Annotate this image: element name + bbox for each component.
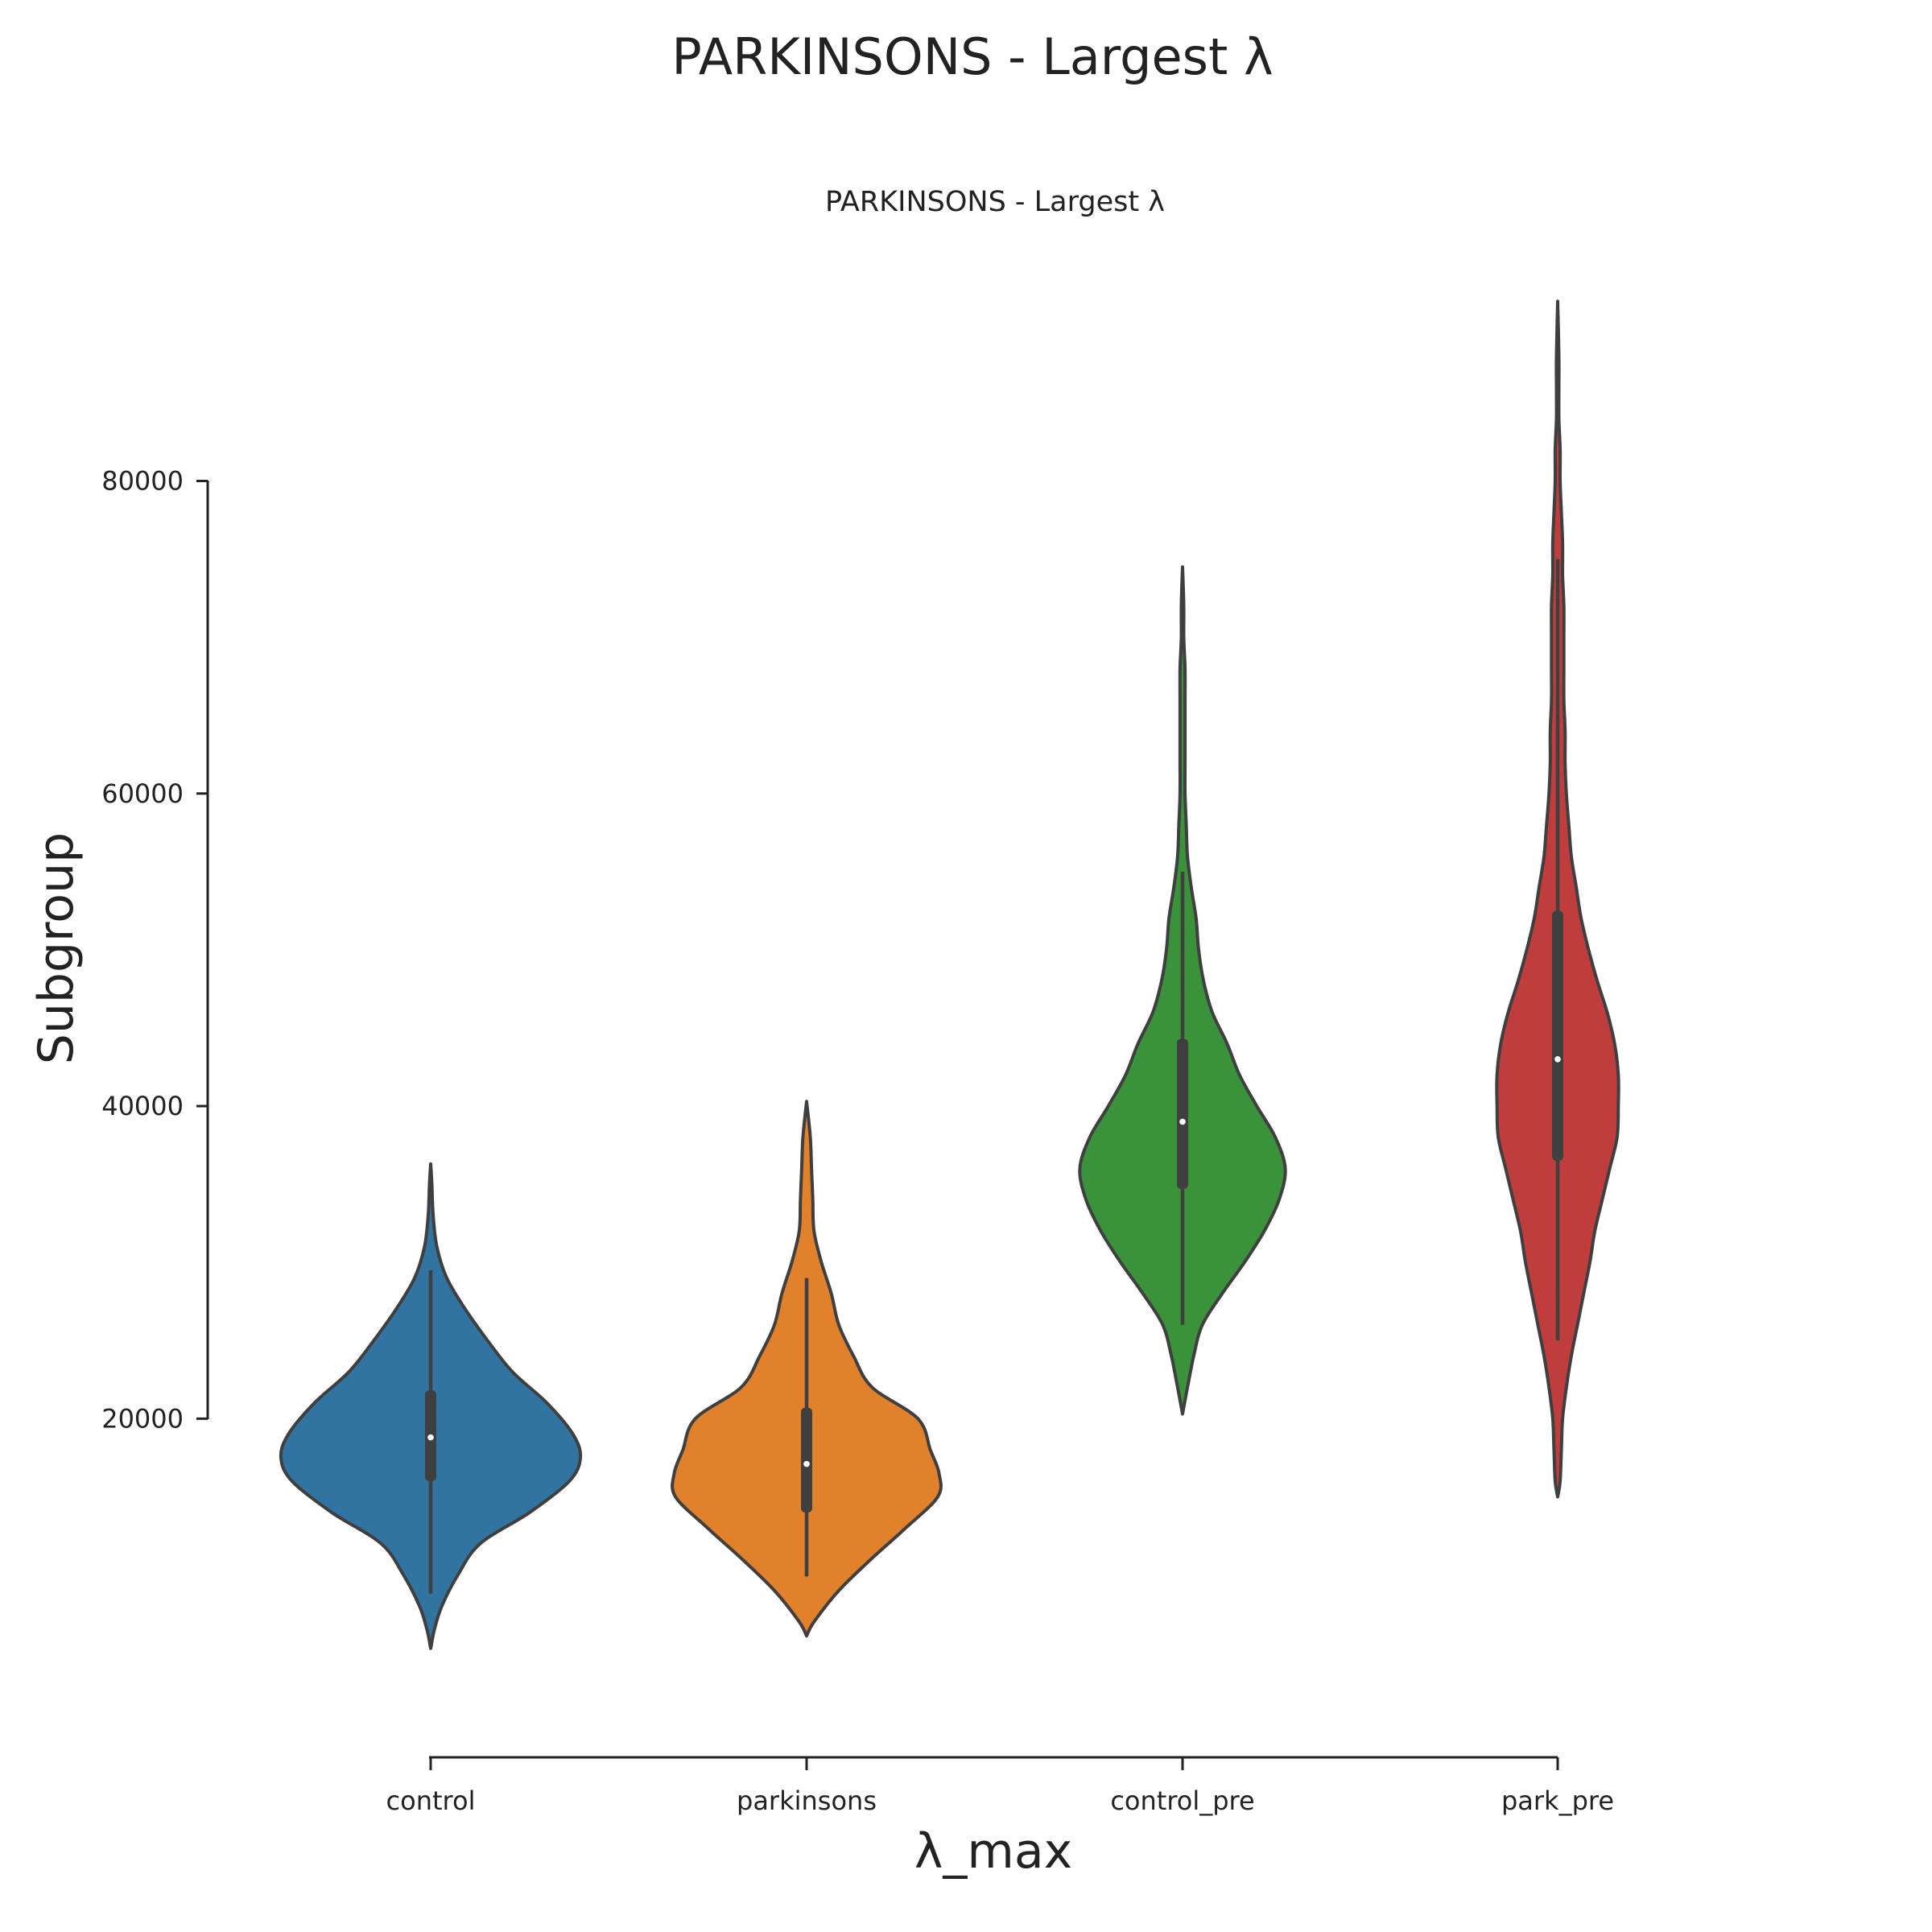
x-tick-label: parkinsons xyxy=(737,1785,877,1816)
x-axis-label: λ_max xyxy=(914,1823,1072,1880)
y-tick-label: 20000 xyxy=(101,1403,184,1434)
chart-title: PARKINSONS - Largest λ xyxy=(825,186,1165,218)
violin-control xyxy=(279,1162,583,1650)
y-axis-label: Subgroup xyxy=(28,832,85,1064)
violin-group xyxy=(279,299,1620,1650)
x-tick-label: park_pre xyxy=(1501,1785,1614,1816)
x-tick-label: control_pre xyxy=(1110,1785,1254,1816)
y-tick-label: 80000 xyxy=(101,465,184,496)
violin-median-park-pre xyxy=(1554,1055,1561,1063)
violin-median-control xyxy=(427,1434,434,1441)
y-tick-label: 60000 xyxy=(101,778,184,809)
y-axis-ticks: 20000 40000 60000 80000 xyxy=(101,465,208,1434)
violin-box-park-pre xyxy=(1552,910,1563,1161)
figure-suptitle: PARKINSONS - Largest λ xyxy=(671,27,1273,86)
x-tick-label: control xyxy=(386,1785,476,1816)
y-tick-label: 40000 xyxy=(101,1091,184,1121)
violin-box-parkinsons xyxy=(801,1407,812,1513)
x-axis-ticks: control parkinsons control_pre park_pre xyxy=(386,1757,1614,1816)
violin-park-pre xyxy=(1495,299,1620,1499)
violin-median-control-pre xyxy=(1179,1118,1186,1125)
violin-parkinsons xyxy=(671,1100,943,1638)
violin-box-control-pre xyxy=(1177,1038,1188,1189)
violin-control-pre xyxy=(1078,565,1287,1416)
violin-median-parkinsons xyxy=(803,1460,810,1468)
